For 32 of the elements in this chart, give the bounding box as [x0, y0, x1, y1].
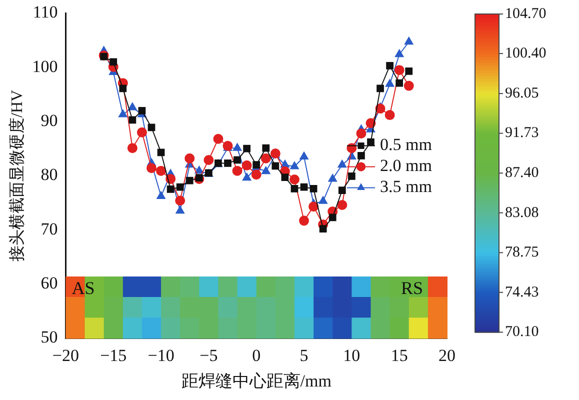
x-tick-label: 15: [390, 346, 408, 365]
x-axis-title: 距焊缝中心距离/mm: [181, 371, 332, 390]
x-tick-label: 5: [300, 346, 308, 365]
y-tick-label: 80: [40, 165, 58, 184]
legend-label: 3.5 mm: [380, 177, 432, 196]
x-tick-label: 0: [252, 346, 261, 365]
y-tick-label: 100: [32, 56, 58, 76]
color-bar-label: 104.70: [505, 6, 546, 22]
annotation: AS: [72, 278, 95, 298]
y-axis-title: 接头横截面显微硬度/HV: [8, 89, 26, 262]
color-bar-label: 70.10: [505, 324, 539, 340]
y-tick-label: 110: [32, 2, 58, 22]
x-tick-label: 20: [438, 346, 456, 365]
legend-label: 2.0 mm: [380, 156, 432, 176]
legend-label: 0.5 mm: [380, 135, 432, 154]
color-bar-label: 100.40: [505, 45, 546, 62]
y-tick-label: 50: [40, 328, 58, 347]
y-tick-label: 70: [40, 219, 58, 238]
y-tick-label: 90: [40, 111, 58, 130]
color-bar-label: 78.75: [505, 244, 539, 261]
color-bar-label: 91.73: [505, 125, 539, 142]
color-bar-label: 87.40: [505, 165, 539, 182]
x-tick-label: −5: [200, 346, 218, 365]
color-bar-label: 96.05: [505, 85, 539, 102]
color-bar-label: 83.08: [505, 204, 539, 221]
annotation: RS: [400, 278, 423, 298]
y-tick-label: 60: [40, 274, 58, 292]
x-tick-label: 10: [343, 346, 360, 365]
x-tick-label: −15: [100, 346, 127, 365]
x-tick-label: −20: [52, 346, 79, 365]
color-bar-label: 74.43: [505, 284, 539, 300]
x-tick-label: −10: [148, 346, 174, 365]
